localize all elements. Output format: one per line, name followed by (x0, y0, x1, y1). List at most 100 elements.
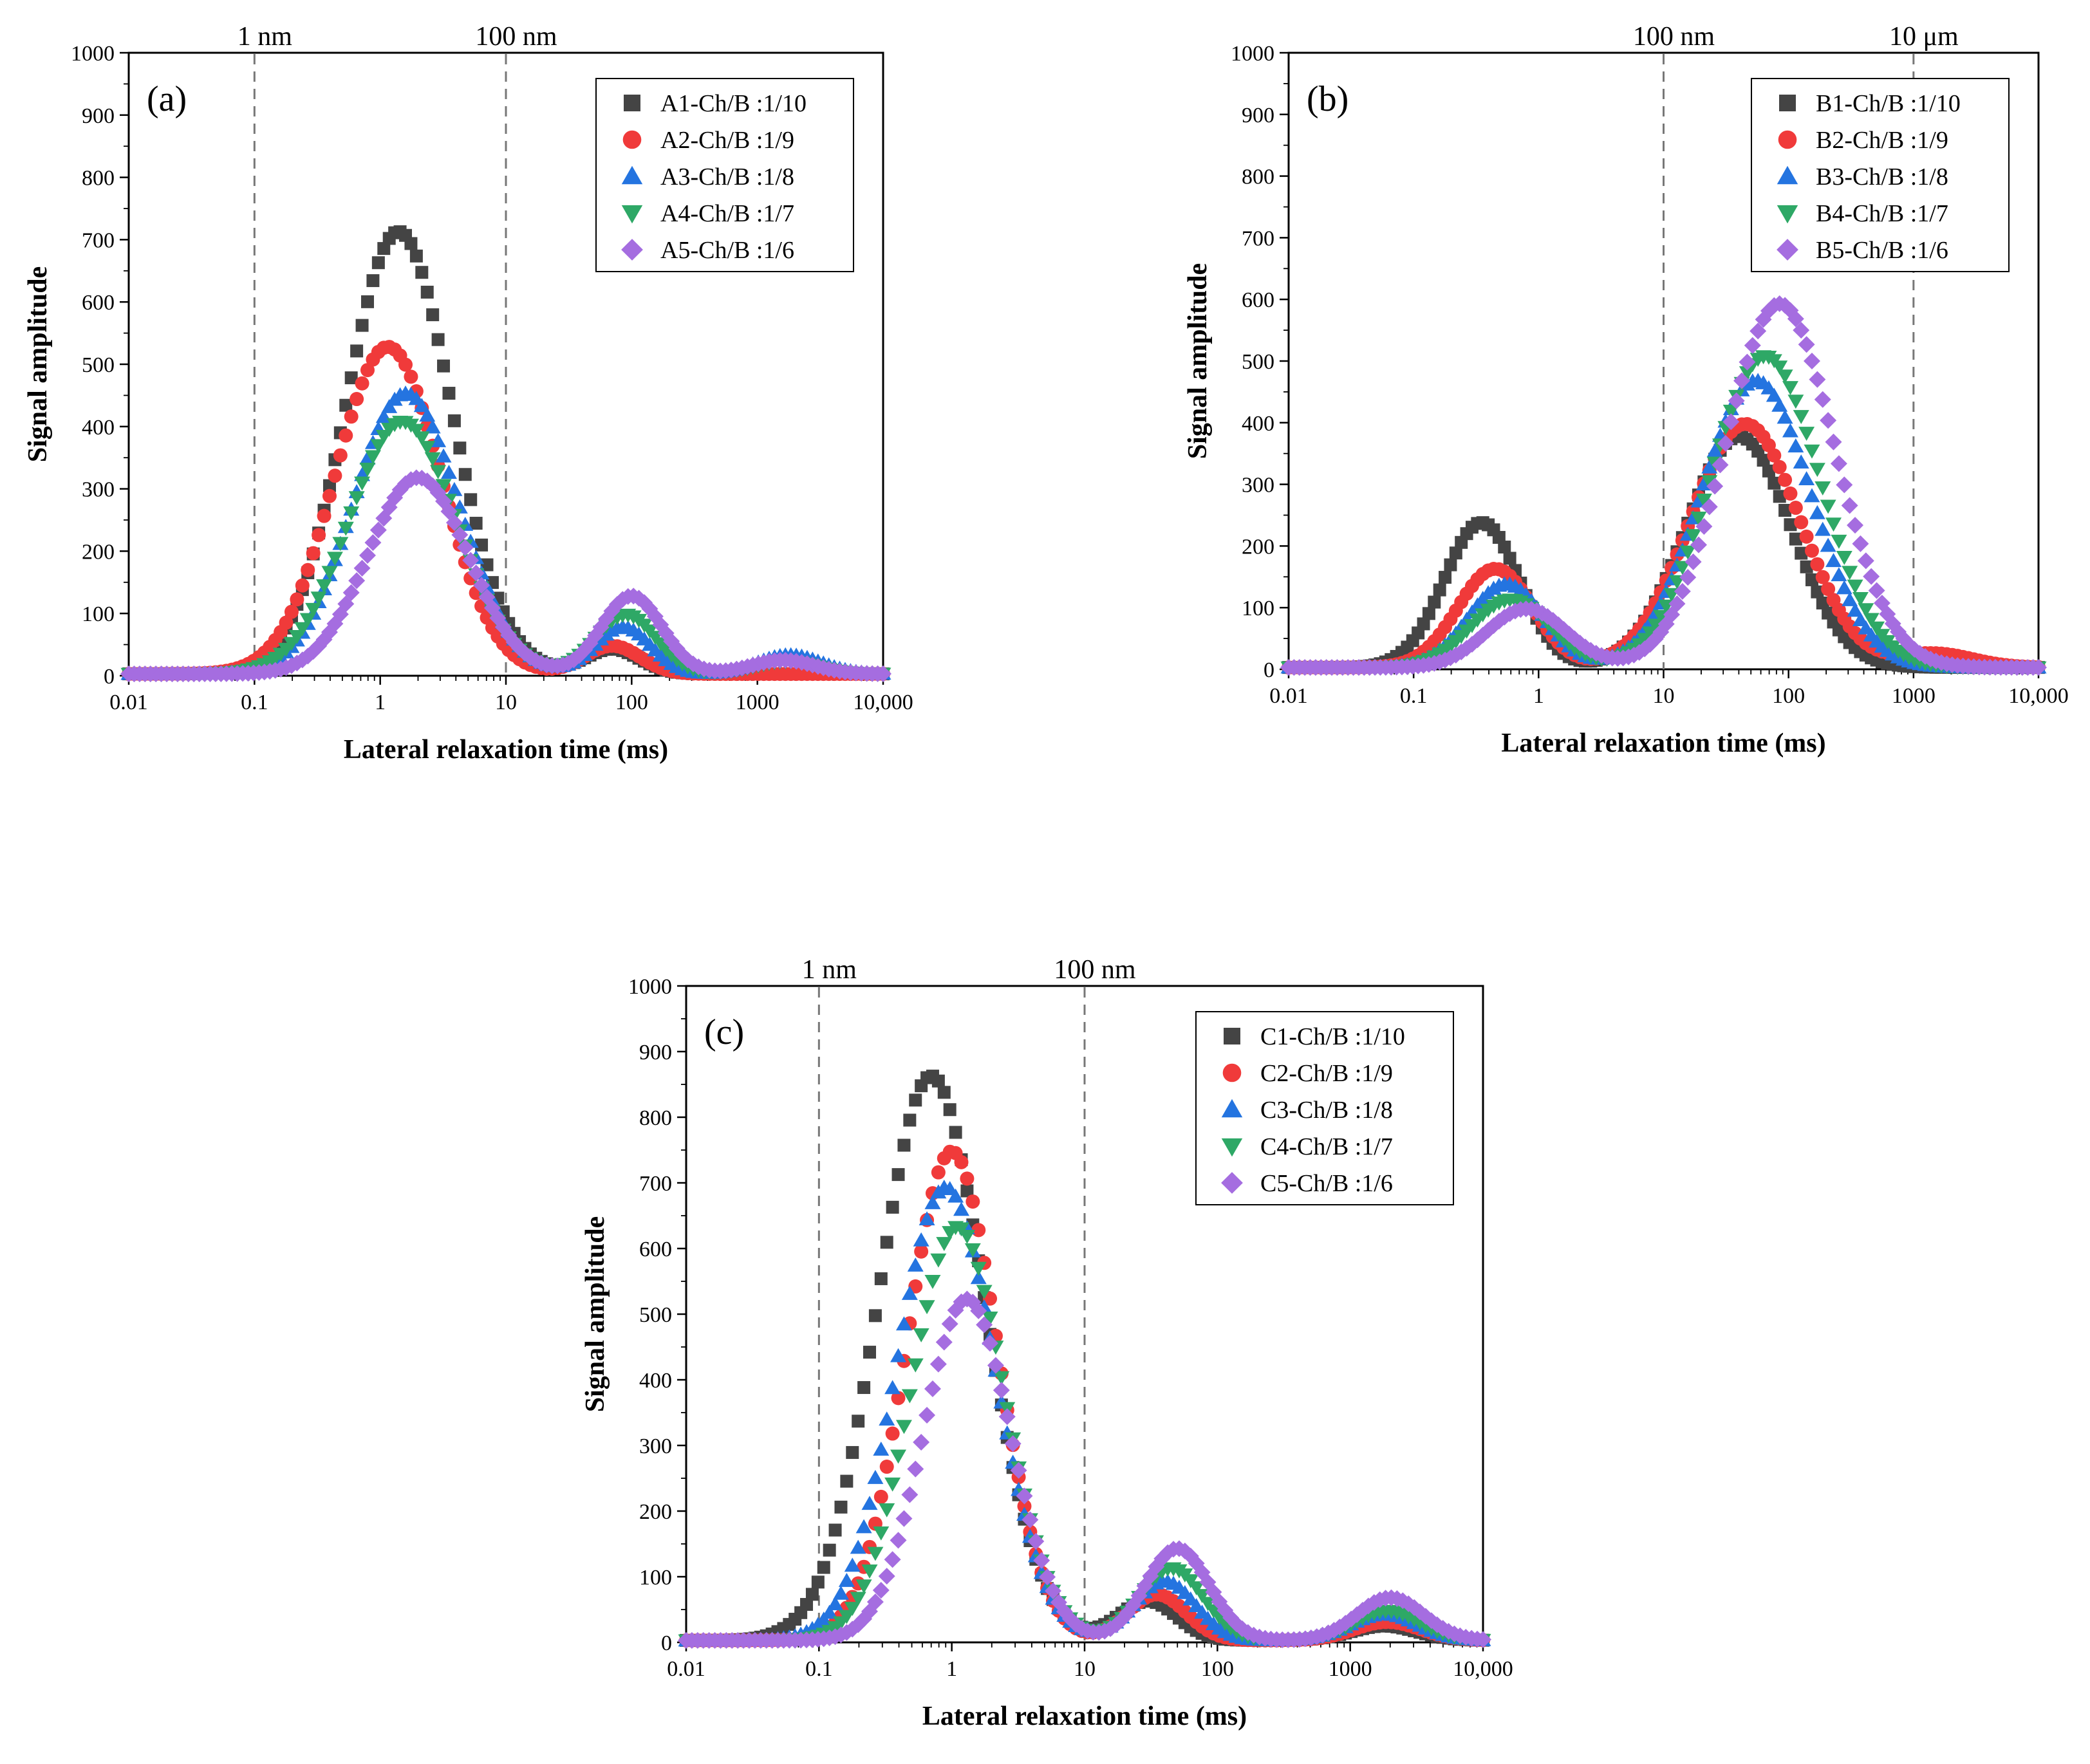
data-point (935, 1333, 953, 1351)
y-axis-title: Signal amplitude (23, 266, 53, 463)
data-point (867, 1469, 884, 1484)
x-tick-label: 100 (1201, 1657, 1234, 1681)
data-point (850, 1539, 866, 1554)
data-point (874, 1272, 888, 1285)
data-point (295, 578, 310, 593)
data-point (1793, 410, 1809, 425)
y-tick-label: 700 (1242, 227, 1274, 250)
data-point (857, 1381, 871, 1395)
data-point (1799, 529, 1814, 544)
data-point (1717, 434, 1734, 452)
data-point (424, 452, 441, 467)
x-tick-label: 0.1 (241, 691, 268, 714)
data-point (1685, 529, 1702, 543)
data-point (1825, 553, 1842, 568)
data-point (294, 622, 311, 636)
data-point (371, 256, 385, 270)
data-point (299, 613, 316, 627)
data-point (447, 414, 461, 427)
data-point (1842, 566, 1858, 580)
y-tick-label: 400 (82, 416, 115, 440)
data-point (451, 526, 469, 544)
data-point (332, 537, 349, 552)
data-point (359, 463, 376, 477)
data-point (930, 1253, 947, 1268)
y-tick-label: 1000 (71, 42, 115, 66)
panel-label: (c) (704, 1012, 744, 1052)
reference-line-label: 1 nm (802, 955, 857, 985)
data-point (408, 423, 425, 438)
data-point (895, 1510, 913, 1527)
data-point (1777, 409, 1793, 424)
y-tick-label: 600 (82, 291, 115, 315)
y-tick-label: 300 (1242, 474, 1274, 497)
data-point (895, 1420, 912, 1434)
data-point (879, 1460, 894, 1474)
reference-line-label: 100 nm (475, 22, 557, 51)
data-point (890, 1348, 907, 1362)
data-point (1733, 372, 1751, 389)
data-point (890, 1532, 907, 1549)
data-point (868, 1309, 882, 1323)
data-point (1793, 454, 1809, 469)
y-tick-label: 500 (639, 1303, 672, 1327)
data-point (1804, 444, 1820, 459)
data-point (1815, 521, 1831, 536)
data-point (827, 1596, 844, 1611)
data-point (1803, 352, 1820, 369)
chart-panel-3: 0.01 0.1 1 10 100 1000 10,000 0 100 200 300 400 500 6… (581, 955, 1513, 1731)
data-point (879, 1503, 895, 1518)
data-point (1728, 392, 1745, 409)
data-point (1847, 602, 1863, 617)
data-point (1010, 1462, 1027, 1479)
data-point (966, 1194, 980, 1209)
data-point (840, 1474, 854, 1488)
data-point (919, 1211, 935, 1226)
legend-label: C5-Ch/B :1/6 (1260, 1170, 1393, 1197)
x-tick-label: 100 (615, 691, 648, 714)
data-point (419, 407, 436, 422)
legend-label: B4-Ch/B :1/7 (1816, 200, 1948, 227)
data-point (1831, 534, 1847, 549)
data-point (440, 465, 457, 479)
series-1 (122, 225, 890, 681)
x-tick-label: 1000 (736, 691, 779, 714)
legend-marker (1221, 1138, 1243, 1157)
x-tick-label: 1 (375, 691, 386, 714)
y-tick-label: 900 (82, 104, 115, 128)
data-point (1771, 397, 1788, 412)
data-point (844, 1602, 861, 1616)
data-point (970, 1261, 987, 1276)
y-tick-label: 100 (1242, 597, 1274, 620)
data-point (913, 1232, 929, 1247)
y-tick-label: 700 (82, 228, 115, 252)
data-point (521, 649, 539, 666)
data-point (873, 1489, 888, 1504)
x-tick-label: 1 (1533, 684, 1544, 708)
data-point (290, 592, 304, 607)
legend-label: C4-Ch/B :1/7 (1260, 1133, 1393, 1160)
data-point (381, 399, 398, 413)
data-point (1767, 448, 1782, 463)
data-point (1647, 618, 1664, 633)
data-point (1836, 476, 1853, 494)
y-axis-title: Signal amplitude (581, 1216, 610, 1413)
data-point (929, 1355, 947, 1373)
data-point (1782, 381, 1798, 395)
data-point (464, 493, 478, 506)
legend-label: C3-Ch/B :1/8 (1260, 1097, 1393, 1124)
data-point (1778, 472, 1793, 487)
data-point (1475, 1631, 1491, 1648)
series-5 (120, 469, 891, 683)
data-point (867, 1546, 884, 1561)
data-point (284, 604, 299, 619)
data-point (913, 1434, 930, 1451)
data-point (462, 552, 480, 569)
data-point (306, 546, 321, 561)
data-point (832, 1585, 849, 1600)
data-point (861, 1564, 878, 1579)
data-point (970, 1270, 987, 1285)
data-point (1722, 413, 1740, 431)
data-point (1679, 545, 1696, 560)
data-point (878, 1568, 895, 1585)
